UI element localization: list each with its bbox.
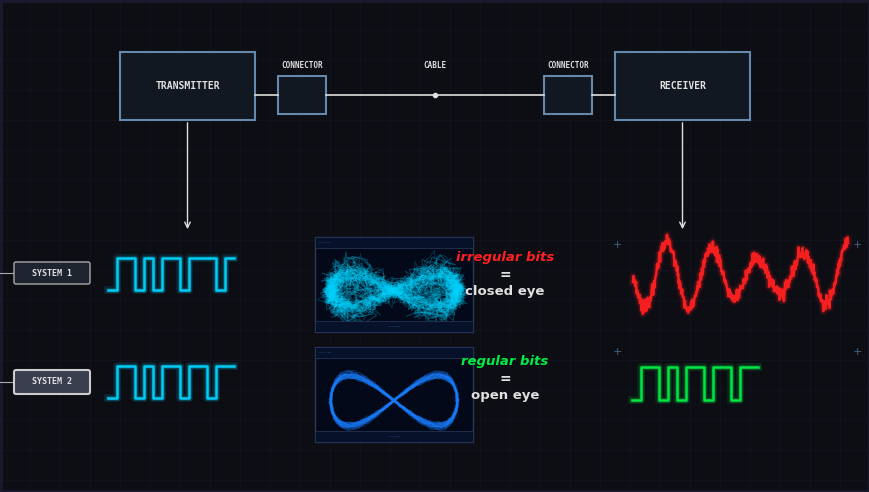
- Text: --- ---: --- ---: [319, 240, 330, 245]
- Bar: [120, 52, 255, 120]
- Text: --- ---: --- ---: [388, 434, 400, 439]
- Text: +: +: [612, 240, 621, 250]
- Text: CABLE: CABLE: [423, 62, 446, 70]
- Text: TRANSMITTER: TRANSMITTER: [155, 81, 220, 91]
- Bar: [315, 347, 473, 442]
- Text: RECEIVER: RECEIVER: [658, 81, 705, 91]
- Text: +: +: [852, 240, 860, 250]
- Text: CONNECTOR: CONNECTOR: [547, 62, 588, 70]
- Text: CONNECTOR: CONNECTOR: [281, 62, 322, 70]
- FancyBboxPatch shape: [14, 370, 90, 394]
- Bar: [315, 431, 473, 442]
- Bar: [315, 237, 473, 332]
- Text: regular bits: regular bits: [461, 356, 548, 369]
- Text: +: +: [612, 347, 621, 357]
- Text: SYSTEM 2: SYSTEM 2: [32, 377, 72, 387]
- Bar: [614, 52, 749, 120]
- Text: =: =: [499, 268, 510, 282]
- Text: irregular bits: irregular bits: [455, 251, 554, 265]
- Text: open eye: open eye: [470, 390, 539, 402]
- Text: SYSTEM 1: SYSTEM 1: [32, 269, 72, 277]
- Text: --- ---: --- ---: [388, 324, 400, 329]
- Text: --- ---: --- ---: [319, 350, 330, 355]
- FancyBboxPatch shape: [14, 262, 90, 284]
- Text: closed eye: closed eye: [465, 285, 544, 299]
- Bar: [543, 76, 591, 114]
- Text: =: =: [499, 372, 510, 386]
- Bar: [278, 76, 326, 114]
- Bar: [315, 321, 473, 332]
- Bar: [315, 347, 473, 358]
- Text: +: +: [852, 347, 860, 357]
- Bar: [315, 237, 473, 248]
